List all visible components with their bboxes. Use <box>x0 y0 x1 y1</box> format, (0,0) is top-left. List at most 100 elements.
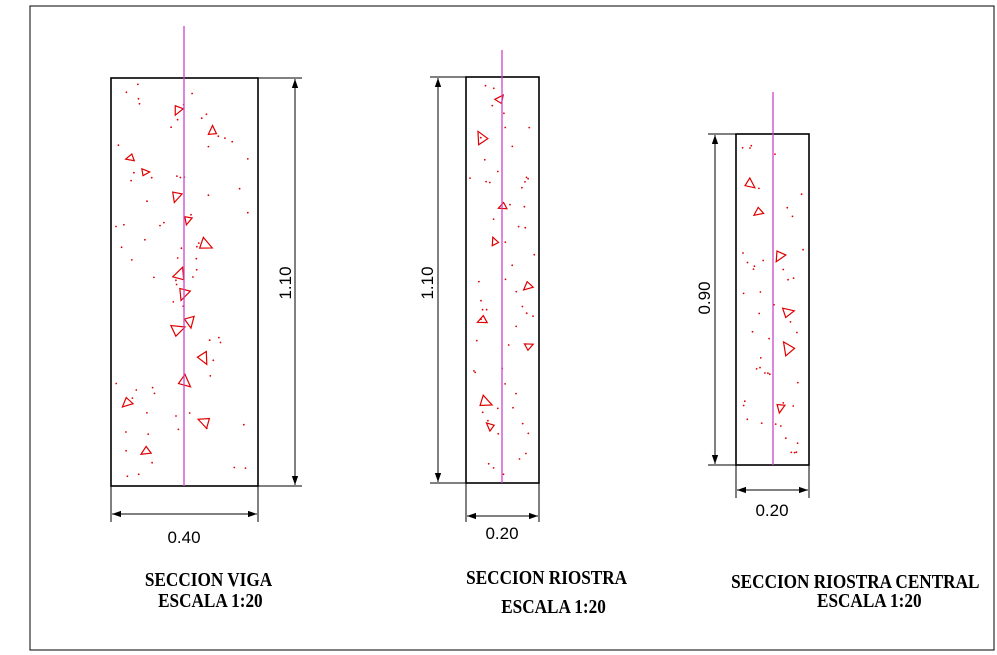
aggregate-dot <box>179 176 182 179</box>
aggregate-triangle <box>121 396 135 408</box>
aggregate-triangle <box>207 124 218 136</box>
aggregate-dot <box>517 225 520 228</box>
aggregate-dot <box>746 261 749 264</box>
section-viga-width-dimension: 0.40 <box>110 486 259 547</box>
aggregate-dot <box>800 193 803 196</box>
aggregate-dot <box>532 315 534 317</box>
aggregate-triangle <box>196 350 208 366</box>
aggregate-dot <box>188 412 191 414</box>
aggregate-triangle <box>491 235 500 247</box>
aggregate-triangle <box>479 393 494 407</box>
aggregate-triangle <box>493 93 505 105</box>
aggregate-dot <box>150 176 153 179</box>
aggregate-dot <box>207 194 210 197</box>
aggregate-dot <box>117 144 120 147</box>
aggregate-dot <box>207 145 210 148</box>
aggregate-dot <box>518 458 521 460</box>
section-riostra-width-dimension: 0.20 <box>465 483 540 543</box>
aggregate-dot <box>484 84 487 87</box>
aggregate-dot <box>525 452 527 455</box>
aggregate-dot <box>153 276 155 279</box>
section-riostra-width-label: 0.20 <box>485 524 518 543</box>
aggregate-dot <box>231 140 234 143</box>
aggregate-dot <box>192 276 194 278</box>
aggregate-dot <box>125 91 128 94</box>
section-viga-title: SECCION VIGA <box>145 569 273 592</box>
aggregate-dot <box>138 102 141 105</box>
aggregate-dot <box>786 206 789 209</box>
aggregate-dot <box>153 392 156 395</box>
aggregate-dot <box>147 433 150 435</box>
sheet-border <box>29 5 995 651</box>
aggregate-triangle <box>752 206 765 217</box>
aggregate-triangle <box>781 307 796 319</box>
aggregate-dot <box>126 475 129 478</box>
section-riostra-central-title: SECCION RIOSTRA CENTRAL <box>731 571 979 594</box>
aggregate-triangle <box>139 445 153 455</box>
aggregate-dot <box>209 375 212 377</box>
aggregate-dot <box>784 437 787 440</box>
aggregate-triangle <box>477 130 489 146</box>
aggregate-dot <box>146 200 148 203</box>
aggregate-dot <box>782 268 785 271</box>
aggregate-dot <box>163 221 165 224</box>
aggregate-dot <box>760 422 763 424</box>
aggregate-dot <box>515 290 518 293</box>
aggregate-dot <box>504 278 507 281</box>
aggregate-dot <box>137 83 139 86</box>
aggregate-dot <box>743 400 746 403</box>
aggregate-dot <box>488 181 491 184</box>
aggregate-dot <box>742 404 745 407</box>
aggregate-dot <box>749 147 751 149</box>
aggregate-dot <box>483 158 486 161</box>
aggregate-triangle <box>198 236 214 249</box>
aggregate-dot <box>125 449 127 452</box>
aggregate-dot <box>246 211 249 214</box>
aggregate-dot <box>125 431 127 433</box>
aggregate-dot <box>746 418 749 421</box>
aggregate-dot <box>475 339 478 342</box>
section-viga-width-label: 0.40 <box>167 528 200 547</box>
aggregate-dot <box>524 181 526 183</box>
aggregate-dot <box>528 126 531 129</box>
aggregate-dot <box>478 280 480 283</box>
aggregate-dot <box>790 451 793 454</box>
section-viga-height-dimension: 1.10 <box>258 77 302 487</box>
aggregate-triangle <box>183 315 195 330</box>
aggregate-dot <box>758 187 760 190</box>
aggregate-dot <box>191 92 194 95</box>
aggregate-dot <box>533 253 536 256</box>
aggregate-dot <box>502 473 505 476</box>
aggregate-dot <box>146 412 148 414</box>
aggregate-dot <box>767 372 769 375</box>
aggregate-dot <box>774 423 777 425</box>
aggregate-dot <box>224 137 226 140</box>
section-riostra-title: SECCION RIOSTRA <box>466 567 627 590</box>
aggregate-dot <box>527 432 530 435</box>
aggregate-dot <box>509 203 511 206</box>
aggregate-dot <box>170 126 173 129</box>
aggregate-dot <box>177 428 180 431</box>
aggregate-dot <box>205 113 208 116</box>
aggregate-dot <box>768 373 771 376</box>
section-riostra: 1.10 0.20 SECCION RIOSTRA ESCALA 1:20 <box>418 50 628 618</box>
aggregate-dot <box>796 331 798 334</box>
aggregate-dot <box>123 223 125 226</box>
aggregate-triangle <box>141 167 152 177</box>
aggregate-dot <box>759 366 761 369</box>
aggregate-dot <box>246 158 249 160</box>
aggregate-dot <box>521 186 523 189</box>
aggregate-dot <box>172 301 175 303</box>
aggregate-dot <box>481 308 484 311</box>
aggregate-dot <box>741 146 744 149</box>
aggregate-dot <box>753 265 756 268</box>
aggregate-dot <box>217 135 220 138</box>
aggregate-dot <box>130 259 133 261</box>
aggregate-dot <box>175 283 178 286</box>
aggregate-dot <box>525 312 528 315</box>
aggregate-dot <box>521 422 524 425</box>
aggregate-dot <box>774 153 776 156</box>
section-riostra-central-width-dimension: 0.20 <box>735 465 810 520</box>
aggregate-triangle <box>522 280 535 291</box>
aggregate-dot <box>481 411 484 414</box>
